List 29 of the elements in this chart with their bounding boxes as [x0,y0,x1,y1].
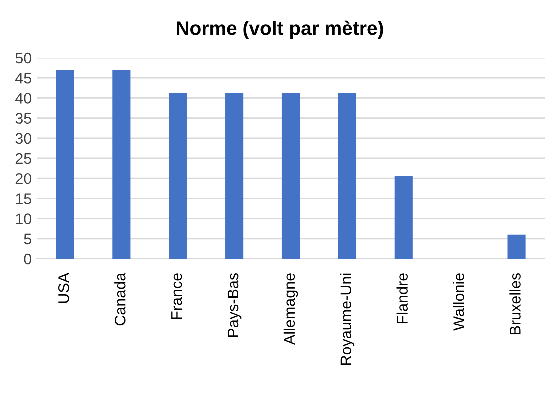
y-tick-label: 40 [16,93,32,104]
x-tick-label: Wallonie [453,274,464,331]
x-tick-label: Royaume-Uni [340,274,355,366]
x-tick-label: Pays-Bas [228,273,242,338]
x-tick-label: Bruxelles [510,273,521,334]
y-tick-label: 15 [16,194,32,204]
x-tick-label: France [172,274,182,320]
bar [282,93,300,259]
y-tick-label: 45 [16,73,32,84]
chart-title: Norme (volt par mètre) [177,20,384,40]
x-tick-label: USA [58,272,70,304]
x-tick-label: Flandre [396,274,408,324]
x-tick-label: Allemagne [284,274,298,346]
y-tick-label: 20 [16,173,32,184]
x-tick-label: Canada [114,272,126,326]
bar [394,176,413,259]
bar [508,234,526,259]
y-tick-label: 50 [16,52,32,64]
bar [56,70,74,259]
y-tick-label: 0 [24,254,32,265]
y-tick-label: 30 [16,133,32,144]
bar [338,93,356,259]
y-tick-label: 10 [16,214,32,224]
bar [112,70,131,259]
y-tick-label: 35 [16,113,32,124]
y-tick-label: 25 [16,153,32,164]
bar [226,93,244,259]
bar [169,93,188,259]
y-tick-label: 5 [24,234,32,245]
